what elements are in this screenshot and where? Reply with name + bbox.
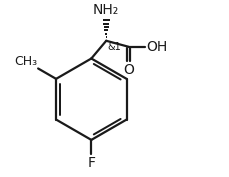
Text: OH: OH [146, 40, 167, 54]
Text: &1: &1 [107, 42, 120, 52]
Text: O: O [123, 62, 134, 77]
Text: NH₂: NH₂ [93, 3, 119, 17]
Text: F: F [87, 156, 95, 170]
Text: CH₃: CH₃ [14, 55, 37, 68]
